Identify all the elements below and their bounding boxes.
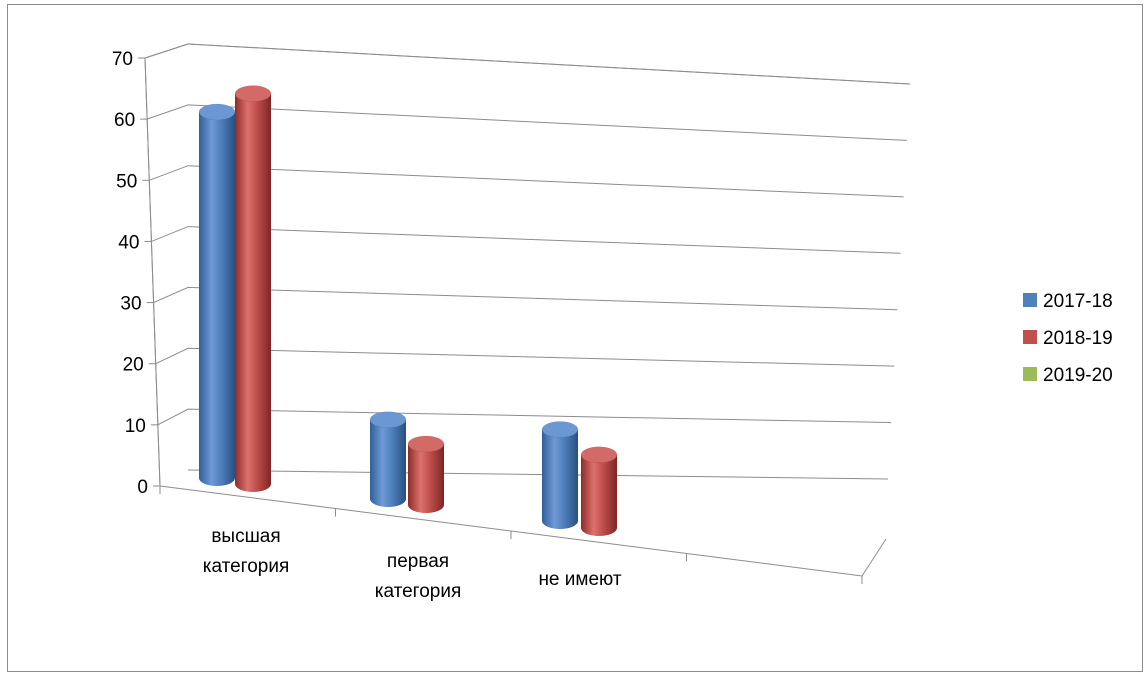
category-label-line: первая — [387, 551, 449, 572]
gridline — [153, 286, 898, 311]
chart-frame — [7, 4, 1143, 672]
y-axis: 0 10 20 30 40 50 60 70 — [112, 49, 161, 498]
legend-item: 2019-20 — [1023, 365, 1113, 386]
category-label: высшая категория — [203, 526, 289, 577]
bar — [234, 85, 272, 492]
bar-body — [408, 444, 444, 513]
category-label-line: не имеют — [538, 569, 621, 590]
bar-top — [198, 103, 236, 121]
bar — [541, 421, 579, 529]
y-tick-label: 60 — [114, 110, 135, 131]
legend-label: 2017-18 — [1043, 291, 1113, 312]
y-tick-label: 70 — [112, 49, 133, 70]
legend-swatch — [1023, 367, 1037, 381]
gridline — [151, 226, 901, 254]
bar-top — [580, 446, 618, 464]
y-tick-label: 0 — [137, 477, 148, 498]
bar-top — [541, 421, 579, 438]
y-tick-label: 10 — [125, 416, 146, 437]
bar-top — [369, 411, 407, 428]
bar-body — [235, 93, 271, 492]
gridline-base — [187, 469, 889, 480]
y-tick-label: 50 — [116, 171, 137, 192]
category-label-line: категория — [203, 556, 289, 577]
gridline — [149, 165, 904, 198]
bars — [198, 85, 618, 536]
gridline — [157, 408, 892, 426]
x-axis: высшая категория первая категория не имеют — [159, 486, 863, 602]
legend-label: 2018-19 — [1043, 328, 1113, 349]
side-wall-edge — [144, 43, 189, 487]
y-tick-label: 20 — [123, 355, 144, 376]
legend-item: 2017-18 — [1023, 291, 1113, 312]
category-label: не имеют — [538, 569, 621, 590]
gridline — [146, 104, 907, 141]
bar — [407, 435, 445, 513]
bar — [369, 411, 407, 507]
category-label-line: категория — [375, 581, 461, 602]
legend-swatch — [1023, 330, 1037, 344]
legend-label: 2019-20 — [1043, 365, 1113, 386]
category-label: первая категория — [375, 551, 461, 602]
bar — [580, 446, 618, 536]
category-label-line: высшая — [211, 526, 280, 547]
legend-item: 2018-19 — [1023, 328, 1113, 349]
legend: 2017-18 2018-19 2019-20 — [1023, 291, 1113, 386]
bar-body — [581, 454, 617, 536]
bar-top — [234, 85, 272, 102]
bar-body — [370, 419, 406, 507]
gridline — [155, 347, 895, 367]
y-axis-line — [144, 57, 161, 487]
gridlines — [144, 43, 911, 480]
y-tick-label: 40 — [118, 232, 139, 253]
bar-body — [542, 429, 578, 529]
bar — [198, 103, 236, 486]
legend-swatch — [1023, 293, 1037, 307]
y-tick-label: 30 — [120, 294, 141, 315]
bar-top — [407, 435, 445, 453]
bar-body — [199, 112, 235, 486]
gridline — [144, 43, 911, 85]
